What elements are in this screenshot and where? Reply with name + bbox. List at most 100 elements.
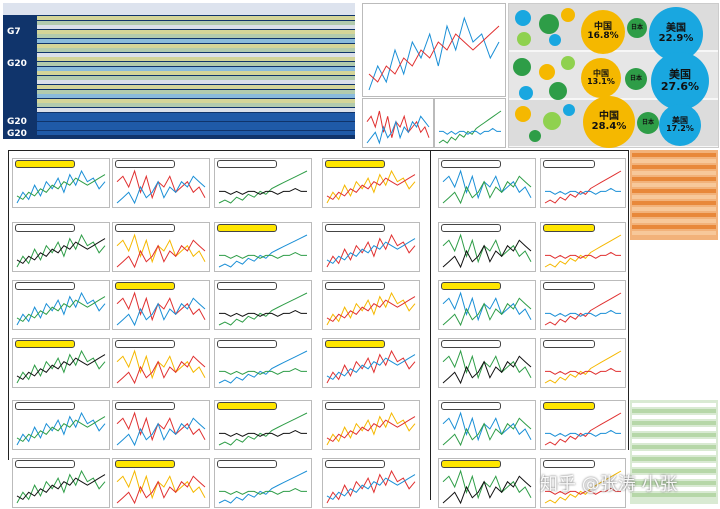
- gdp-share-bubbles: 美国 22.9% 中国 16.8% 日本 美国 27.6% 中国 13.1% 日…: [508, 3, 719, 148]
- grid-chart-panel: [12, 338, 110, 388]
- region-label-g20-c: G20: [7, 129, 27, 139]
- table-header: [3, 3, 355, 15]
- series-line: [544, 292, 622, 326]
- grid-chart-panel: [438, 280, 536, 330]
- series-line: [442, 475, 532, 505]
- grid-chart-panel: [540, 400, 626, 450]
- table-row: [37, 131, 355, 135]
- bubble-cn-3: 中国 28.4%: [583, 96, 635, 148]
- panel-title-tag: [15, 282, 75, 290]
- series-line: [442, 169, 532, 200]
- series-line: [219, 251, 307, 259]
- grid-chart-panel: [438, 222, 536, 272]
- series-line: [326, 238, 416, 265]
- panel-title-tag: [115, 282, 175, 290]
- table-row: [37, 103, 355, 108]
- grid-chart-panel: [540, 222, 626, 272]
- table-row: [37, 85, 355, 89]
- series-line: [544, 234, 622, 268]
- panel-title-tag: [325, 402, 385, 410]
- panel-title-tag: [115, 340, 175, 348]
- series-line: [116, 355, 206, 385]
- bubble-small: [519, 86, 533, 100]
- series-line: [16, 174, 106, 201]
- grid-chart-svg: [218, 350, 308, 384]
- table-row: [632, 469, 716, 473]
- panel-title-tag: [217, 402, 277, 410]
- series-line: [439, 127, 501, 135]
- table-row: [632, 409, 716, 413]
- panel-title-tag: [325, 460, 385, 468]
- panel-title-tag: [15, 224, 75, 232]
- panel-title-tag: [543, 160, 596, 168]
- table-row: [37, 80, 355, 85]
- grid-chart-panel: [214, 338, 312, 388]
- grid-chart-panel: [438, 158, 536, 208]
- series-line: [116, 233, 206, 264]
- table-row: [632, 195, 716, 199]
- panel-title-tag: [217, 160, 277, 168]
- grid-chart-svg: [442, 233, 532, 269]
- watermark: 知乎 @张涛 小张: [540, 474, 678, 495]
- grid-chart-panel: [322, 400, 420, 450]
- panel-title-tag: [15, 340, 75, 348]
- region-label-g20-b: G20: [7, 117, 27, 127]
- grid-chart-panel: [322, 158, 420, 208]
- grid-chart-svg: [544, 470, 622, 504]
- series-line: [442, 291, 532, 322]
- series-line: [545, 487, 621, 495]
- series-line: [442, 411, 532, 442]
- panel-title-tag: [543, 224, 596, 232]
- grid-chart-svg: [326, 349, 416, 384]
- grid-chart-panel: [12, 400, 110, 450]
- grid-chart-svg: [544, 412, 622, 446]
- series-line: [218, 470, 308, 504]
- series-line: [442, 233, 532, 264]
- connector-line: [8, 150, 9, 460]
- bubble-small: [561, 8, 575, 22]
- bubble-country: 日本: [641, 118, 654, 126]
- bubble-country: 中国: [599, 110, 619, 122]
- series-line: [442, 349, 532, 380]
- series-line: [218, 234, 308, 268]
- series-line: [116, 297, 206, 327]
- bubble-jp-1: 日本: [627, 18, 647, 38]
- grid-chart-panel: [214, 158, 312, 208]
- region-label-g20: G20: [7, 59, 27, 69]
- grid-chart-svg: [116, 291, 206, 327]
- table-row: [37, 126, 355, 131]
- grid-chart-svg: [116, 469, 206, 505]
- bubble-small: [515, 10, 531, 26]
- series-line: [326, 354, 416, 381]
- grid-chart-svg: [544, 292, 622, 326]
- bubble-small: [529, 130, 541, 142]
- series-line: [218, 292, 308, 326]
- grid-chart-panel: [214, 280, 312, 330]
- table-row: [37, 94, 355, 99]
- grid-chart-svg: [16, 169, 106, 204]
- bubble-country: 美国: [669, 68, 691, 82]
- bubble-small: [561, 56, 575, 70]
- bubble-share: 17.2%: [666, 124, 694, 133]
- grid-chart-panel: [12, 158, 110, 208]
- bubble-share: 27.6%: [660, 80, 700, 93]
- connector-line: [8, 150, 628, 151]
- series-line: [218, 412, 308, 446]
- series-line: [116, 291, 206, 322]
- series-line: [442, 355, 532, 385]
- grid-chart-svg: [326, 233, 416, 268]
- bubble-country: 美国: [672, 115, 688, 125]
- chart-small-b: [434, 98, 506, 148]
- grid-chart-svg: [116, 233, 206, 269]
- grid-chart-svg: [442, 291, 532, 327]
- panel-title-tag: [115, 160, 175, 168]
- table-row: [37, 117, 355, 122]
- series-line: [545, 187, 621, 195]
- panel-title-tag: [441, 282, 501, 290]
- series-line: [545, 367, 621, 375]
- series-line: [16, 238, 106, 265]
- grid-chart-svg: [16, 291, 106, 326]
- bubble-cn-1: 中国 16.8%: [581, 10, 625, 54]
- bubble-jp-2: 日本: [625, 68, 647, 90]
- panel-title-tag: [15, 402, 75, 410]
